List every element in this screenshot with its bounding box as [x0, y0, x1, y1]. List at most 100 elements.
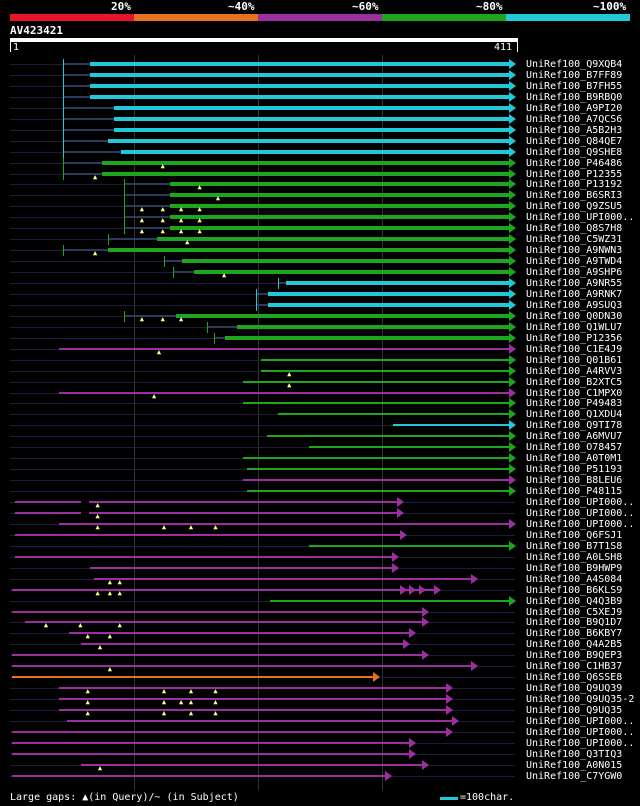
hit-row[interactable]: UniRef100_A9SUQ3	[0, 299, 640, 311]
hit-row[interactable]: ▲ ▲ ▲ UniRef100_B9Q1D7	[0, 617, 640, 629]
hit-bar[interactable]	[68, 632, 410, 635]
hit-label[interactable]: UniRef100_A9NWN3	[526, 245, 623, 257]
hit-bar[interactable]	[243, 457, 509, 460]
hit-label[interactable]: UniRef100_A7QCS6	[526, 113, 623, 125]
hit-label[interactable]: UniRef100_Q9XQB4	[526, 59, 623, 70]
hit-label[interactable]: UniRef100_Q0DN30	[526, 310, 623, 322]
hit-label[interactable]: UniRef100_UPI000..	[526, 507, 635, 519]
hit-row[interactable]: ▲ UniRef100_P12355	[0, 168, 640, 180]
hit-row[interactable]: ▲ UniRef100_UPI000..	[0, 507, 640, 519]
hit-label[interactable]: UniRef100_P13192	[526, 179, 623, 191]
hit-label[interactable]: UniRef100_UPI000..	[526, 716, 635, 727]
hit-label[interactable]: UniRef100_A9SHP6	[526, 267, 623, 279]
hit-bar[interactable]	[12, 741, 410, 744]
hit-label[interactable]: UniRef100_Q9SHE8	[526, 146, 623, 158]
hit-bar[interactable]	[108, 138, 509, 143]
hit-label[interactable]: UniRef100_B7FH55	[526, 80, 623, 92]
hit-row[interactable]: ▲ UniRef100_B2XTC5	[0, 376, 640, 388]
hit-bar[interactable]	[169, 215, 509, 220]
hit-bar[interactable]	[277, 413, 509, 416]
hit-label[interactable]: UniRef100_Q6SSE8	[526, 672, 623, 684]
hit-bar[interactable]	[14, 555, 393, 558]
hit-bar[interactable]	[247, 468, 509, 471]
hit-row[interactable]: UniRef100_Q4Q3B9	[0, 595, 640, 607]
hit-bar[interactable]	[169, 204, 509, 209]
hit-label[interactable]: UniRef100_A9RNK7	[526, 288, 623, 300]
hit-label[interactable]: UniRef100_A0T0M1	[526, 453, 623, 465]
hit-bar[interactable]	[12, 730, 447, 733]
hit-row[interactable]: UniRef100_P12356	[0, 332, 640, 344]
hit-label[interactable]: UniRef100_B6KBY7	[526, 628, 623, 640]
hit-bar[interactable]	[243, 380, 509, 383]
hit-row[interactable]: UniRef100_Q9XQB4	[0, 59, 640, 70]
hit-bar[interactable]	[114, 127, 509, 132]
hit-row[interactable]: UniRef100_C7YGW0	[0, 770, 640, 782]
hit-row[interactable]: ▲ ▲ ▲ ▲ UniRef100_Q9ZSU5	[0, 201, 640, 213]
hit-label[interactable]: UniRef100_C1HB37	[526, 661, 623, 673]
hit-row[interactable]: UniRef100_A7QCS6	[0, 113, 640, 125]
hit-row[interactable]: UniRef100_B7T1S8	[0, 540, 640, 552]
hit-row[interactable]: UniRef100_Q84QE7	[0, 135, 640, 147]
hit-bar[interactable]	[114, 105, 509, 110]
hit-label[interactable]: UniRef100_Q84QE7	[526, 135, 623, 147]
hit-bar[interactable]	[108, 248, 509, 253]
hit-label[interactable]: UniRef100_B2XTC5	[526, 376, 623, 388]
hit-bar[interactable]	[59, 687, 447, 690]
hit-label[interactable]: UniRef100_Q9ZSU5	[526, 201, 623, 213]
hit-row[interactable]: ▲ UniRef100_A9NWN3	[0, 245, 640, 257]
hit-label[interactable]: UniRef100_P51193	[526, 464, 623, 476]
hit-bar[interactable]	[102, 160, 509, 165]
hit-label[interactable]: UniRef100_P49483	[526, 398, 623, 410]
hit-row[interactable]: UniRef100_B9RBQ0	[0, 91, 640, 103]
hit-bar[interactable]	[308, 544, 509, 547]
hit-bar[interactable]	[102, 171, 509, 176]
hit-bar[interactable]	[14, 511, 398, 514]
hit-label[interactable]: UniRef100_A0LSH8	[526, 551, 623, 563]
hit-row[interactable]: UniRef100_Q1XDU4	[0, 409, 640, 420]
hit-label[interactable]: UniRef100_P46486	[526, 157, 623, 169]
hit-label[interactable]: UniRef100_UPI000..	[526, 726, 635, 738]
hit-label[interactable]: UniRef100_A9NR55	[526, 278, 623, 289]
hit-label[interactable]: UniRef100_A0N015	[526, 759, 623, 771]
hit-bar[interactable]	[12, 752, 410, 755]
hit-bar[interactable]	[286, 281, 509, 285]
hit-bar[interactable]	[12, 654, 422, 657]
hit-row[interactable]: UniRef100_P48115	[0, 486, 640, 497]
hit-row[interactable]: UniRef100_Q9SHE8	[0, 146, 640, 158]
hit-label[interactable]: UniRef100_C5XEJ9	[526, 606, 623, 618]
hit-row[interactable]: UniRef100_B7FF89	[0, 69, 640, 81]
hit-row[interactable]: ▲ ▲ ▲ ▲ UniRef100_Q9UQ35	[0, 705, 640, 717]
hit-bar[interactable]	[308, 446, 509, 449]
hit-bar[interactable]	[66, 720, 453, 722]
hit-label[interactable]: UniRef100_B6KLS9	[526, 584, 623, 596]
hit-row[interactable]: ▲ ▲ ▲ ▲ UniRef100_UPI000..	[0, 212, 640, 224]
hit-row[interactable]: ▲ ▲ ▲ ▲ UniRef100_UPI000..	[0, 518, 640, 530]
hit-bar[interactable]	[243, 479, 509, 482]
hit-row[interactable]: ▲ UniRef100_A4RVV3	[0, 365, 640, 377]
hit-row[interactable]: UniRef100_Q01B61	[0, 354, 640, 366]
hit-row[interactable]: UniRef100_A9PI20	[0, 102, 640, 114]
hit-row[interactable]: ▲ ▲ ▲ ▲ UniRef100_Q9UQ39	[0, 683, 640, 695]
hit-label[interactable]: UniRef100_A6MVU7	[526, 431, 623, 443]
hit-bar[interactable]	[169, 226, 509, 231]
hit-bar[interactable]	[243, 402, 509, 405]
hit-row[interactable]: ▲ ▲ ▲ UniRef100_Q0DN30	[0, 310, 640, 322]
hit-label[interactable]: UniRef100_A9TWD4	[526, 256, 623, 268]
hit-label[interactable]: UniRef100_P12355	[526, 168, 623, 180]
hit-row[interactable]: UniRef100_Q6FSJ1	[0, 529, 640, 541]
hit-bar[interactable]	[247, 490, 509, 493]
hit-bar[interactable]	[225, 335, 509, 340]
hit-row[interactable]: ▲ ▲ ▲ ▲ ▲ UniRef100_Q9UQ35-2	[0, 694, 640, 706]
hit-row[interactable]: UniRef100_B8LEU6	[0, 475, 640, 486]
hit-row[interactable]: UniRef100_P49483	[0, 398, 640, 409]
hit-bar[interactable]	[266, 435, 509, 438]
hit-row[interactable]: ▲ ▲ ▲ ▲ UniRef100_Q8S7H8	[0, 223, 640, 235]
hit-bar[interactable]	[12, 610, 422, 613]
hit-row[interactable]: UniRef100_Q9TI78	[0, 420, 640, 431]
hit-label[interactable]: UniRef100_Q9UQ35	[526, 705, 623, 717]
hit-row[interactable]: UniRef100_A9NR55	[0, 278, 640, 289]
hit-row[interactable]: ▲ UniRef100_B6SRI3	[0, 190, 640, 202]
hit-label[interactable]: UniRef100_P12356	[526, 332, 623, 344]
hit-row[interactable]: ▲ UniRef100_UPI000..	[0, 497, 640, 509]
hit-bar[interactable]	[12, 588, 435, 591]
